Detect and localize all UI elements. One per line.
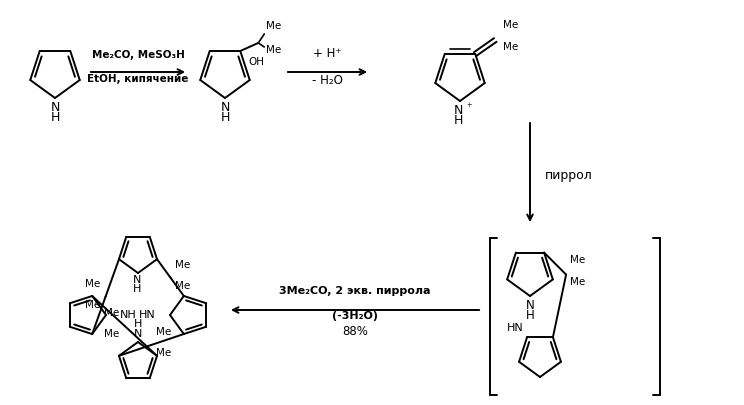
Text: Me: Me <box>156 348 172 358</box>
Text: (-3H₂O): (-3H₂O) <box>332 311 378 321</box>
Text: Me: Me <box>104 308 120 318</box>
Text: N: N <box>134 329 142 339</box>
Text: HN: HN <box>139 310 156 320</box>
Text: 88%: 88% <box>342 325 368 338</box>
Text: Me: Me <box>104 329 120 339</box>
Text: H: H <box>220 111 230 124</box>
Text: N: N <box>51 101 60 114</box>
Text: H: H <box>453 114 463 127</box>
Text: H: H <box>51 111 60 124</box>
Text: EtOH, кипячение: EtOH, кипячение <box>87 74 189 84</box>
Text: H: H <box>525 309 534 322</box>
Text: Me: Me <box>176 281 190 290</box>
Text: N: N <box>525 299 534 312</box>
Text: Me: Me <box>86 300 100 309</box>
Text: Me: Me <box>266 21 281 31</box>
Text: Me: Me <box>570 255 586 264</box>
Text: HN: HN <box>507 323 524 333</box>
Text: Me₂CO, MeSO₃H: Me₂CO, MeSO₃H <box>92 50 185 60</box>
Text: N: N <box>133 275 141 285</box>
Text: H: H <box>134 319 142 329</box>
Text: $^+$: $^+$ <box>465 102 473 112</box>
Text: 3Me₂CO, 2 экв. пиррола: 3Me₂CO, 2 экв. пиррола <box>279 286 431 296</box>
Text: Me: Me <box>503 42 519 52</box>
Text: OH: OH <box>248 57 264 67</box>
Text: - H₂O: - H₂O <box>312 74 342 87</box>
Text: Me: Me <box>86 279 100 289</box>
Text: Me: Me <box>176 260 190 270</box>
Text: Me: Me <box>156 327 172 337</box>
Text: + H⁺: + H⁺ <box>312 47 341 60</box>
Text: H: H <box>133 284 141 294</box>
Text: Me: Me <box>266 45 281 55</box>
Text: Me: Me <box>570 277 586 287</box>
Text: NH: NH <box>120 310 137 320</box>
Text: N: N <box>453 104 463 117</box>
Text: пиррол: пиррол <box>545 168 593 181</box>
Text: N: N <box>220 101 230 114</box>
Text: Me: Me <box>503 20 519 30</box>
